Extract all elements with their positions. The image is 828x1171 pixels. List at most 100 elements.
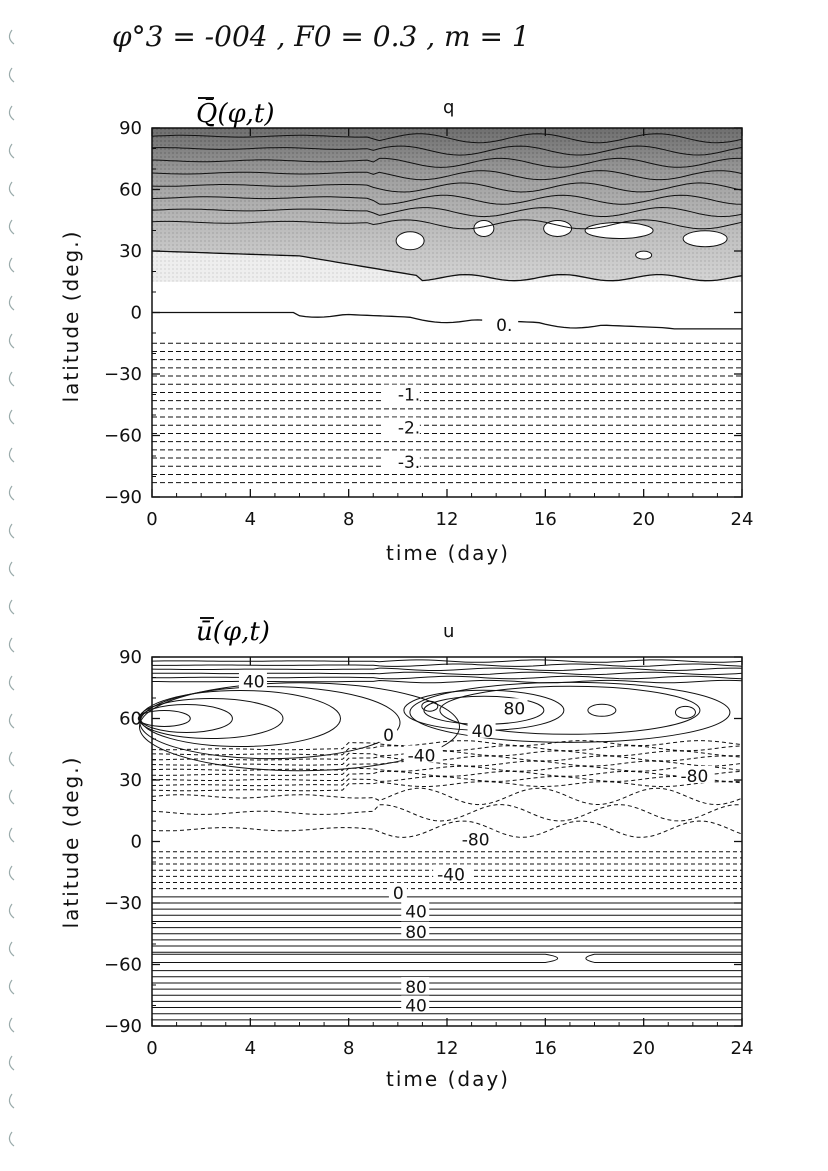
x-tick-label: 8 [343,1038,354,1059]
contour-label-bg [401,995,430,1013]
x-tick-label: 0 [146,1038,157,1059]
contour-line [151,157,742,168]
contour-label: 40 [405,902,427,922]
jet-contour [409,681,731,743]
contour-line-dashed [151,781,743,792]
binder-hole [8,865,15,881]
contour-line-dashed [151,740,743,751]
y-tick-label: −90 [104,1016,142,1037]
white-patch [543,219,573,237]
contour-line-dashed [151,787,743,806]
binder-hole [8,105,15,121]
y-tick-label: 30 [119,241,142,262]
white-patch [682,230,728,248]
contour-line-zero [152,311,742,330]
y-tick-label: −30 [104,364,142,385]
x-tick-label: 12 [436,1038,459,1059]
contour-label-bg [383,384,420,403]
contour-label: 0 [383,726,394,746]
contour-label-bg [457,829,496,847]
contour-line-dashed [151,750,743,761]
y-tick-label: 0 [131,832,142,853]
chart-u-subtitle: u [443,621,454,642]
contour-line [585,953,742,963]
contour-line [151,145,743,156]
chart-q-contours: 0. -1. -2. -3. [151,133,743,484]
contour-line-dashed [151,760,743,771]
jet-contour [138,698,284,739]
white-patch [584,222,654,239]
binder-hole [8,67,15,83]
contour-label: 40 [243,673,265,693]
contour-line-dashed [152,770,743,781]
contour-label: 40 [405,997,427,1017]
contour-line [151,667,743,671]
contour-label-bg [401,921,430,939]
binder-hole [8,523,15,539]
contour-label: -80 [681,767,709,787]
contour-label: 80 [504,699,526,719]
contour-line-dashed [152,765,743,776]
binder-hole [8,713,15,729]
chart-q-title: Q̄(φ,t) [196,97,275,129]
white-patch [395,231,425,251]
contour-label-bg [403,745,442,763]
contour-label: -40 [437,865,465,885]
contour-line-dashed [151,804,743,822]
contour-label-bg [401,977,430,995]
contour-line [151,170,743,181]
contour-line [151,219,743,230]
binder-hole [8,827,15,843]
contour-label-bg [676,765,715,783]
y-tick-label: −30 [104,893,142,914]
binder-hole [8,447,15,463]
binder-hole [8,637,15,653]
binder-hole [8,1131,15,1147]
x-tick-label: 20 [632,1038,655,1059]
y-tick-label: 90 [119,647,142,668]
contour-line-dashed [151,820,743,838]
contour-label-bg [383,417,420,436]
chart-q-xlabel: time (day) [386,541,510,565]
chart-u-ylabel: latitude (deg.) [59,756,83,929]
x-tick-label: 24 [731,509,754,530]
binder-hole [8,371,15,387]
y-tick-label: 60 [119,709,142,730]
white-patch [635,250,653,260]
binder-hole [8,295,15,311]
chart-q-shade-texture [152,128,742,282]
contour-label: 0 [393,884,404,904]
contour-label: 80 [405,923,427,943]
binder-hole [8,257,15,273]
binder-hole [8,409,15,425]
chart-q-plot-area: 0. -1. -2. -3. 0 4 8 12 16 20 24 −90 −60 −30 0 30 60 90 [104,118,753,530]
y-tick-label: 0 [131,303,142,324]
x-tick-label: 8 [343,509,354,530]
chart-q-ticks: 0 4 8 12 16 20 24 −90 −60 −30 0 30 60 90 [104,118,753,530]
chart-q-subtitle: q [443,97,454,118]
x-tick-label: 20 [632,509,655,530]
binder-hole [8,29,15,45]
contour-label: -1. [398,386,420,406]
x-tick-label: 16 [534,1038,557,1059]
binder-hole [8,599,15,615]
binder-hole [8,333,15,349]
contour-line-dashed [151,775,743,787]
x-tick-label: 4 [245,509,256,530]
contour-label: 0. [496,316,512,336]
contour-label-bg [401,901,430,919]
contour-label-bg [499,698,528,716]
y-tick-label: −90 [104,487,142,508]
y-tick-label: 60 [119,180,142,201]
contour-label-bg [379,724,398,742]
binder-hole [8,1093,15,1109]
binder-hole [8,751,15,767]
contour-line [151,194,743,205]
x-tick-label: 24 [731,1038,754,1059]
chart-q-ylabel: latitude (deg.) [59,230,83,403]
binder-hole [8,561,15,577]
binder-hole [8,485,15,501]
chart-u-title: ū(φ,t) [196,617,270,647]
